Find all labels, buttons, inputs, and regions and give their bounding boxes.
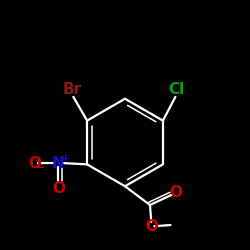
Text: −: − xyxy=(36,163,45,173)
Text: O: O xyxy=(170,185,183,200)
Text: O: O xyxy=(28,156,41,170)
Text: +: + xyxy=(61,154,70,164)
Text: O: O xyxy=(52,180,65,196)
Text: O: O xyxy=(145,219,158,234)
Text: Cl: Cl xyxy=(168,82,185,97)
Text: Br: Br xyxy=(62,82,82,97)
Text: N: N xyxy=(52,156,65,170)
